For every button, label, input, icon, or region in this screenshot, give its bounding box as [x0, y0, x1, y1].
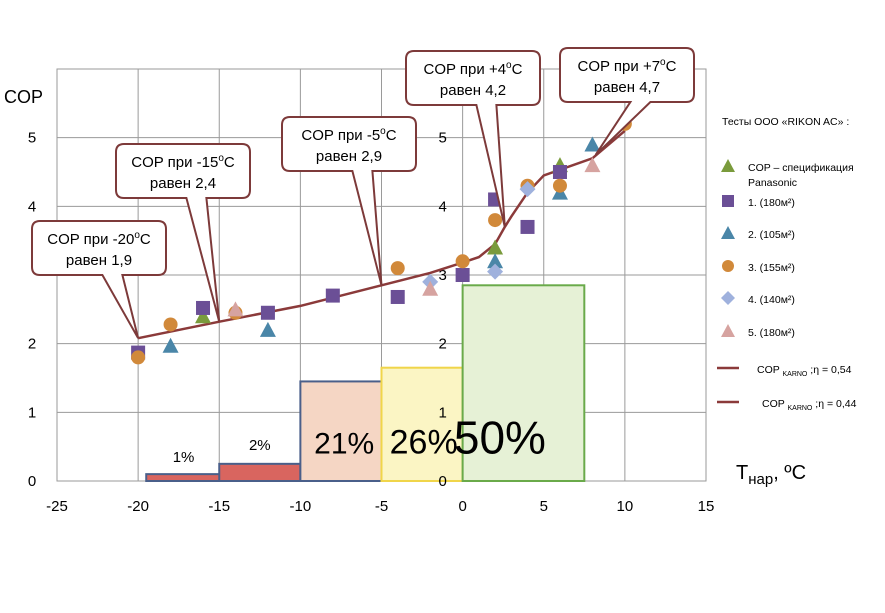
carno-curve — [137, 129, 626, 340]
series-4-point — [552, 178, 567, 193]
callout-box — [559, 47, 695, 156]
series-6-point — [422, 280, 439, 296]
legend-label: COP KARNO ;η = 0,44 — [762, 398, 857, 412]
callout-0: COP при -20oC равен 1,9 — [31, 220, 167, 339]
bar-label: 2% — [249, 437, 271, 454]
y-tick-label-center: 0 — [438, 473, 446, 490]
bar-label: 21% — [314, 428, 374, 461]
callout-box — [405, 50, 541, 228]
series-2-point — [196, 300, 211, 315]
y-tick-label-center: 5 — [438, 130, 446, 147]
y-tick-label-left: 1 — [28, 404, 36, 421]
y-tick-label-left: 0 — [28, 473, 36, 490]
y-tick-label-left: 4 — [28, 198, 36, 215]
bar-label: 26% — [390, 424, 458, 462]
callout-box — [115, 143, 251, 322]
callout-1: COP при -15oC равен 2,4 — [115, 143, 251, 322]
y-tick-label-left: 2 — [28, 336, 36, 353]
callout-box — [281, 116, 417, 286]
x-tick-label: -15 — [208, 498, 230, 515]
series-2-point — [455, 268, 470, 282]
x-tick-label: -20 — [127, 498, 149, 515]
y-tick-label-left: 5 — [28, 130, 36, 147]
callout-line1: COP при +4oC — [424, 60, 523, 78]
series-3-point — [259, 321, 276, 337]
y-tick-label-center: 1 — [438, 404, 446, 421]
x-tick-label: 15 — [698, 498, 715, 515]
series-2-point — [390, 289, 405, 304]
callout-line2: равен 1,9 — [66, 252, 132, 269]
legend-title: Тесты ООО «RIKON AC» : — [722, 116, 849, 128]
series-6-point — [227, 301, 244, 317]
series-4-point — [390, 261, 405, 276]
callout-line1: COP при +7oC — [578, 57, 677, 75]
callout-4: COP при +7oC равен 4,7 — [559, 47, 695, 156]
legend-label: COP – спецификация — [748, 162, 854, 174]
x-axis-label: Tнар, ºC — [736, 462, 806, 488]
series-2-point — [552, 165, 567, 179]
series-4-point — [455, 254, 470, 269]
series-2-point — [260, 305, 275, 320]
series-3-point — [487, 253, 504, 269]
y-tick-label-center: 3 — [438, 267, 446, 284]
bar-label: 1% — [173, 449, 195, 466]
legend-marker-s3 — [722, 260, 734, 272]
x-tick-label: -10 — [290, 498, 312, 515]
x-tick-label: 10 — [617, 498, 634, 515]
series-3-point — [162, 337, 179, 353]
series-3-point — [584, 136, 601, 152]
legend-marker-s5 — [721, 324, 735, 337]
legend-marker-s4 — [721, 291, 735, 305]
legend: Тесты ООО «RIKON AC» : COP – спецификация… — [717, 116, 857, 412]
y-axis-label: COP — [4, 87, 43, 107]
y-tick-label-center: 4 — [438, 198, 446, 215]
callout-line2: равен 4,2 — [440, 82, 506, 99]
callout-line1: COP при -20oC — [47, 230, 151, 248]
series-4-point — [488, 213, 503, 228]
legend-label: 5. (180м²) — [748, 327, 795, 339]
bar-4 — [461, 284, 586, 482]
callout-box — [31, 220, 167, 339]
legend-label: Panasonic — [748, 177, 797, 189]
series-2-point — [325, 288, 340, 303]
legend-marker-s2 — [721, 226, 735, 239]
callout-line2: равен 2,4 — [150, 175, 216, 192]
callout-2: COP при -5oC равен 2,9 — [281, 116, 417, 286]
series-5-point — [519, 181, 536, 198]
series-6-point — [584, 157, 601, 173]
legend-label: 2. (105м²) — [748, 229, 795, 241]
series-4-point — [163, 317, 178, 332]
legend-label: 4. (140м²) — [748, 294, 795, 306]
series-2-point — [520, 219, 535, 234]
series-4-point — [131, 350, 146, 365]
legend-marker-spec — [721, 159, 735, 172]
callout-line2: равен 4,7 — [594, 79, 660, 96]
series-5-point — [487, 263, 504, 280]
legend-label: COP KARNO ;η = 0,54 — [757, 364, 852, 378]
callout-3: COP при +4oC равен 4,2 — [405, 50, 541, 228]
callout-line1: COP при -15oC — [131, 153, 235, 171]
legend-marker-s1 — [722, 195, 734, 207]
y-tick-label-center: 2 — [438, 336, 446, 353]
series-1-point — [195, 308, 212, 324]
series-1-point — [487, 239, 504, 255]
callout-line1: COP при -5oC — [301, 126, 396, 144]
legend-label: 3. (155м²) — [748, 262, 795, 274]
bar-label: 50% — [454, 412, 546, 464]
x-tick-label: 0 — [458, 498, 466, 515]
x-tick-label: 5 — [540, 498, 548, 515]
callout-line2: равен 2,9 — [316, 148, 382, 165]
bar-1 — [218, 462, 302, 483]
x-tick-label: -25 — [46, 498, 68, 515]
x-tick-label: -5 — [375, 498, 388, 515]
legend-label: 1. (180м²) — [748, 197, 795, 209]
